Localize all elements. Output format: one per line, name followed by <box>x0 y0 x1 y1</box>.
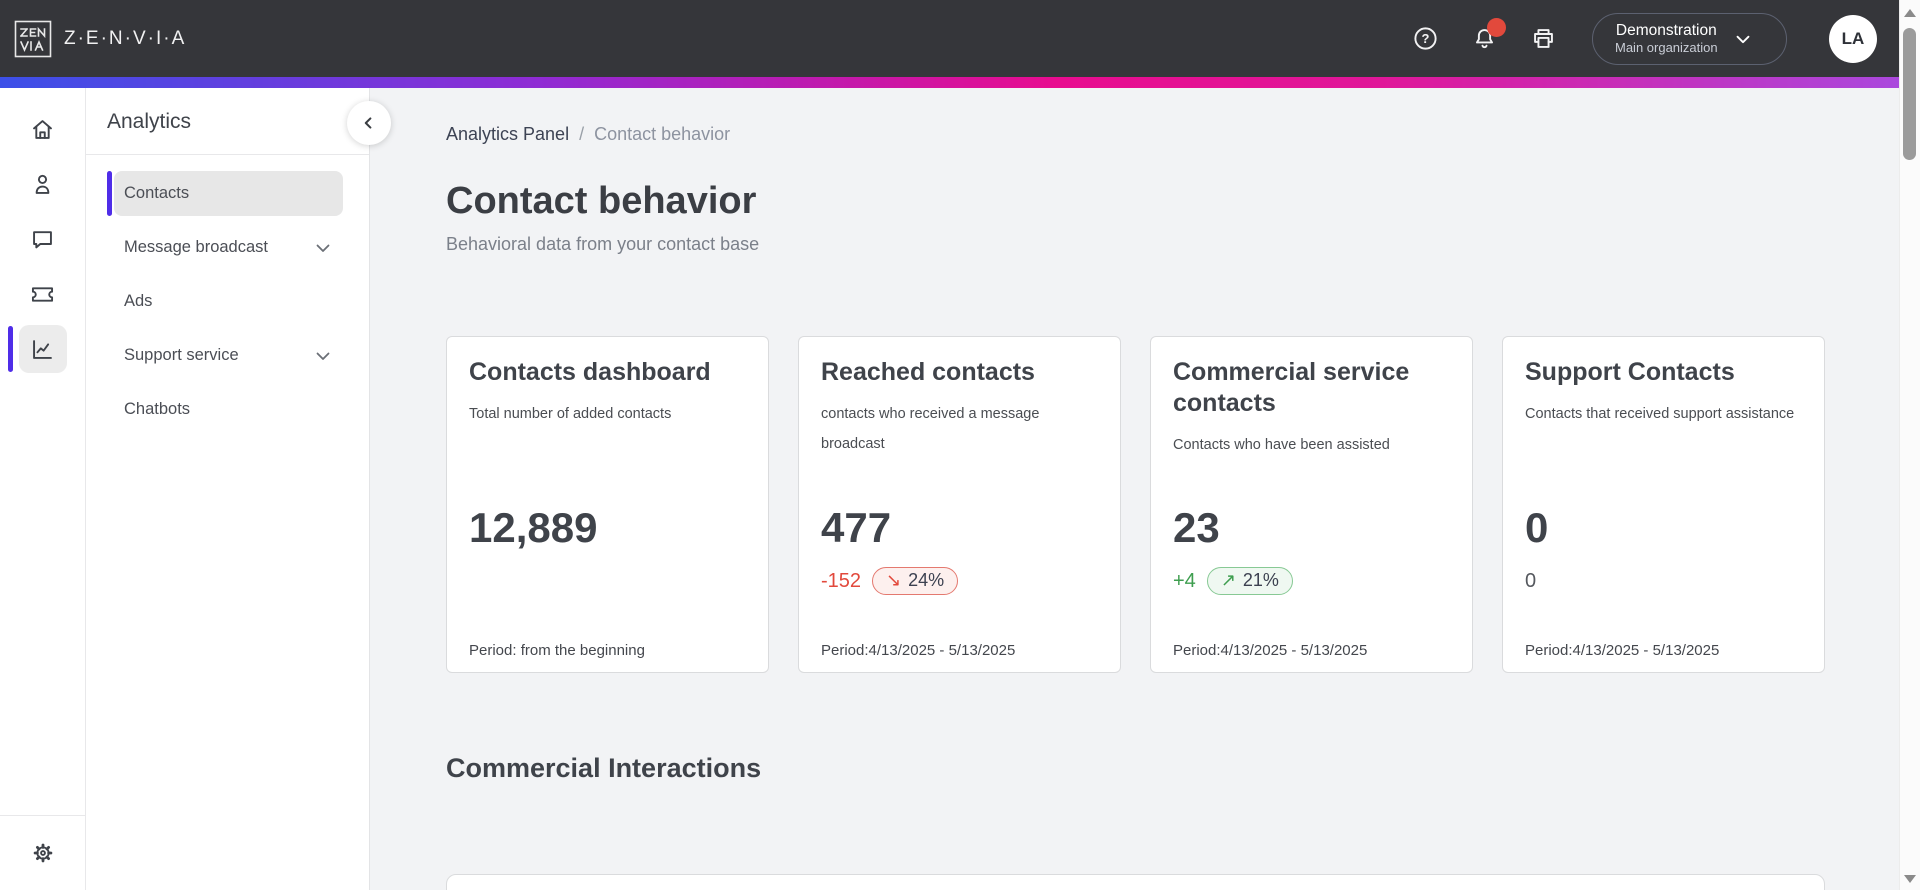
card-value: 23 <box>1173 504 1220 551</box>
organization-switcher[interactable]: Demonstration Main organization <box>1592 12 1787 65</box>
card-description: Contacts who have been assisted <box>1173 437 1390 453</box>
card-trend: 0 <box>1525 564 1536 598</box>
question-mark-circle-icon: ? <box>1413 27 1437 50</box>
brand-wordmark: Z·E·N·V·I·A <box>64 27 187 49</box>
active-indicator <box>107 171 112 216</box>
breadcrumb: Analytics Panel / Contact behavior <box>446 124 1825 145</box>
stat-card: Commercial service contacts Contacts who… <box>1150 336 1473 673</box>
trend-pill: ↘ 24% <box>872 567 959 595</box>
trend-pill: ↗ 21% <box>1206 567 1293 595</box>
analytics-sidebar-panel: Analytics Contacts Message broadcast Ads… <box>86 88 391 890</box>
card-description: Total number of added contacts <box>469 406 672 422</box>
chat-bubble-icon <box>33 230 52 248</box>
main-content: Analytics Panel / Contact behavior Conta… <box>370 88 1920 890</box>
card-delta: -152 <box>821 569 862 592</box>
collapse-sidebar-button[interactable] <box>347 101 391 145</box>
sidebar-item-conversations[interactable] <box>19 215 67 263</box>
sidebar-menu-item[interactable]: Support service <box>114 333 343 378</box>
top-bar: Z·E·N·V·I·A ? <box>0 0 1920 77</box>
help-button[interactable]: ? <box>1405 19 1445 59</box>
sidebar-item-home[interactable] <box>19 105 67 153</box>
panel-divider <box>86 154 369 155</box>
card-period: Period:4/13/2025 - 5/13/2025 <box>1525 642 1720 659</box>
sidebar-menu-item[interactable]: Chatbots <box>114 387 343 432</box>
sidebar-menu-item[interactable]: Message broadcast <box>114 225 343 270</box>
page-subtitle: Behavioral data from your contact base <box>446 234 760 254</box>
section-title: Commercial Interactions <box>446 753 762 783</box>
analytics-menu: Contacts Message broadcast Ads Support s… <box>86 171 369 432</box>
chevron-down-icon <box>1736 35 1750 43</box>
notification-badge <box>1487 17 1506 37</box>
printer-icon <box>1533 29 1553 48</box>
commercial-interactions-card <box>446 874 1825 890</box>
brand-gradient-bar <box>0 77 1920 88</box>
chevron-left-icon <box>364 117 372 129</box>
stat-card: Reached contacts contacts who received a… <box>798 336 1121 673</box>
card-period: Period:4/13/2025 - 5/13/2025 <box>1173 642 1368 659</box>
sidebar-item-settings[interactable] <box>19 829 67 877</box>
breadcrumb-current: Contact behavior <box>594 124 731 144</box>
notifications-button[interactable] <box>1464 17 1506 59</box>
chevron-down-icon <box>316 352 330 360</box>
gear-icon <box>33 843 52 863</box>
trend-arrow-icon: ↘ <box>886 570 902 590</box>
menu-item-label: Contacts <box>124 184 190 202</box>
stat-card: Contacts dashboard Total number of added… <box>446 336 769 673</box>
sidebar-item-analytics[interactable] <box>7 325 67 373</box>
zenvia-brand[interactable]: Z·E·N·V·I·A <box>14 20 186 58</box>
card-description: contacts who received a message broadcas… <box>821 406 1040 452</box>
stat-cards-row: Contacts dashboard Total number of added… <box>446 336 1825 673</box>
card-value: 12,889 <box>469 504 598 551</box>
panel-title: Analytics <box>107 110 192 133</box>
svg-text:?: ? <box>1421 31 1429 46</box>
organization-name: Demonstration <box>1615 21 1717 39</box>
print-button[interactable] <box>1523 19 1563 59</box>
person-icon <box>35 174 50 194</box>
scrollbar-thumb[interactable] <box>1903 28 1916 160</box>
sidebar-menu-item[interactable]: Contacts <box>107 171 343 216</box>
home-icon <box>33 119 52 139</box>
chevron-down-icon <box>316 244 330 252</box>
sidebar-item-contacts[interactable] <box>19 160 67 208</box>
card-description: Contacts that received support assistanc… <box>1525 406 1795 422</box>
card-period: Period:4/13/2025 - 5/13/2025 <box>821 642 1016 659</box>
sidebar-menu-item[interactable]: Ads <box>114 279 343 324</box>
line-chart-icon <box>33 339 52 359</box>
card-value: 0 <box>1525 504 1549 551</box>
page-scrollbar <box>1899 0 1920 890</box>
menu-item-label: Ads <box>124 292 153 310</box>
card-delta: +4 <box>1173 569 1196 592</box>
zenvia-logo-icon <box>14 20 52 57</box>
stat-card: Support Contacts Contacts that received … <box>1502 336 1825 673</box>
breadcrumb-separator: / <box>579 124 585 144</box>
user-avatar[interactable]: LA <box>1829 14 1877 63</box>
breadcrumb-parent-link[interactable]: Analytics Panel <box>446 124 570 144</box>
trend-arrow-icon: ↗ <box>1220 570 1236 590</box>
scrollbar-down-arrow[interactable] <box>1904 875 1916 883</box>
icon-rail <box>0 88 86 890</box>
card-title: Commercial service contacts <box>1173 358 1410 417</box>
menu-item-label: Support service <box>124 346 239 364</box>
ticket-icon <box>31 286 54 302</box>
menu-item-label: Message broadcast <box>124 238 268 256</box>
card-period: Period: from the beginning <box>469 642 645 659</box>
card-trend: -152 ↘ 24% <box>821 564 959 598</box>
organization-subtitle: Main organization <box>1615 40 1718 56</box>
card-secondary-value: 0 <box>1525 569 1537 592</box>
menu-item-label: Chatbots <box>124 400 191 418</box>
trend-percent: 24% <box>908 570 945 590</box>
card-title: Reached contacts <box>821 358 1035 386</box>
trend-percent: 21% <box>1242 570 1279 590</box>
card-value: 477 <box>821 504 892 551</box>
card-title: Contacts dashboard <box>469 358 711 386</box>
card-trend: +4 ↗ 21% <box>1173 564 1293 598</box>
sidebar-item-tickets[interactable] <box>19 270 67 318</box>
rail-divider <box>0 815 86 816</box>
page-title: Contact behavior <box>446 180 757 222</box>
scrollbar-up-arrow[interactable] <box>1904 9 1916 17</box>
card-title: Support Contacts <box>1525 358 1735 386</box>
